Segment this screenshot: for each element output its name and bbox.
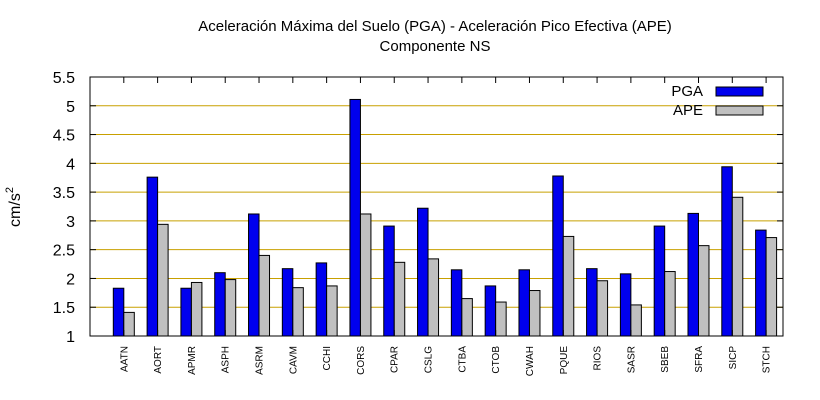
bar-ape-rios <box>596 280 609 337</box>
bar-ape-cwah <box>528 290 541 337</box>
bar-pga-pque <box>552 175 564 337</box>
bar-pga-sasr <box>619 273 632 337</box>
bar-pga-cavm <box>281 268 294 337</box>
bar-ape-stch <box>765 237 778 337</box>
y-tick-label: 3.5 <box>53 185 75 202</box>
legend-label-ape: APE <box>673 102 703 119</box>
bar-ape-ctba <box>461 298 473 337</box>
bar-ape-cslg <box>427 258 440 337</box>
x-tick-label: APMR <box>187 346 198 375</box>
bar-pga-sicp <box>721 166 733 337</box>
x-tick-label: ASRM <box>255 346 266 375</box>
plot-frame <box>89 76 784 337</box>
y-tick-label: 2 <box>66 271 75 288</box>
bar-ape-sbeb <box>664 271 676 337</box>
y-tick-label: 3 <box>66 214 75 231</box>
bar-ape-aatn <box>123 311 135 337</box>
y-axis-label-exponent: 2 <box>4 187 16 193</box>
legend: PGA APE <box>671 83 764 119</box>
bar-pga-aort <box>146 176 159 337</box>
x-tick-label: RIOS <box>593 346 604 371</box>
y-tick-label: 5.5 <box>53 70 75 87</box>
x-tick-label: CTOB <box>491 346 502 374</box>
bar-pga-aatn <box>112 287 125 337</box>
chart-title: Aceleración Máxima del Suelo (PGA) - Ace… <box>198 18 672 35</box>
bar-pga-apmr <box>180 287 192 337</box>
y-axis-label: cm/s2 <box>4 187 24 227</box>
y-tick-label: 2.5 <box>53 243 75 260</box>
x-tick-label: SASR <box>626 346 637 373</box>
bar-ape-cavm <box>292 287 304 337</box>
x-tick-label: CWAH <box>525 346 536 376</box>
bars <box>112 98 778 337</box>
bar-ape-pque <box>562 235 575 337</box>
y-tick-label: 5 <box>66 99 75 116</box>
x-tick-label: ASPH <box>221 346 232 373</box>
bar-pga-cslg <box>417 207 429 337</box>
y-axis-label-unit: cm/s <box>7 193 24 227</box>
x-tick-label: STCH <box>762 346 773 373</box>
bar-pga-asrm <box>248 213 260 337</box>
x-tick-label: AORT <box>153 346 164 374</box>
bar-pga-cwah <box>518 269 530 337</box>
bar-ape-apmr <box>190 281 203 337</box>
bar-pga-asph <box>214 272 226 337</box>
legend-label-pga: PGA <box>671 83 703 100</box>
x-tick-label: CORS <box>356 346 367 375</box>
x-tick-label: CSLG <box>424 346 435 373</box>
grid-lines <box>90 105 783 308</box>
bar-ape-cpar <box>393 261 406 337</box>
y-tick-label: 1.5 <box>53 300 75 317</box>
x-tick-label: CPAR <box>390 346 401 373</box>
bar-ape-cchi <box>326 285 338 337</box>
bar-pga-stch <box>755 229 767 337</box>
bar-ape-sfra <box>697 245 710 337</box>
x-tick-label: SFRA <box>694 346 705 373</box>
x-tick-label: PQUE <box>559 346 570 375</box>
bar-ape-sasr <box>630 304 642 337</box>
bar-ape-asph <box>224 279 237 337</box>
bar-ape-aort <box>157 223 169 337</box>
x-axis-ticks: AATN AORT APMR ASPH ASRM CAVM CCHI CORS CPAR CSLG… <box>119 77 773 376</box>
chart-subtitle: Componente NS <box>380 38 491 55</box>
legend-swatch-pga <box>715 86 764 97</box>
bar-ape-ctob <box>495 301 507 337</box>
bar-pga-cpar <box>383 225 395 337</box>
y-axis-ticks: 1 1.5 2 2.5 3 3.5 4 4.5 5 5.5 <box>53 70 783 346</box>
bar-pga-sfra <box>687 212 699 337</box>
y-tick-label: 4 <box>66 156 75 173</box>
bar-pga-rios <box>586 268 598 337</box>
x-tick-label: CCHI <box>322 346 333 370</box>
bar-pga-cors <box>349 98 361 337</box>
x-tick-label: CTBA <box>457 346 468 373</box>
bar-ape-sicp <box>731 196 744 337</box>
bar-pga-ctba <box>450 269 463 337</box>
y-tick-label: 1 <box>66 329 75 346</box>
y-tick-label: 4.5 <box>53 128 75 145</box>
x-tick-label: CAVM <box>288 346 299 374</box>
bar-pga-sbeb <box>653 225 666 337</box>
x-tick-label: AATN <box>119 346 130 372</box>
bar-ape-asrm <box>258 254 271 337</box>
x-tick-label: SICP <box>728 346 739 370</box>
bar-pga-ctob <box>484 285 497 337</box>
bar-ape-cors <box>359 213 372 337</box>
legend-swatch-ape <box>715 105 764 116</box>
x-tick-label: SBEB <box>660 346 671 373</box>
bar-pga-cchi <box>315 262 328 337</box>
